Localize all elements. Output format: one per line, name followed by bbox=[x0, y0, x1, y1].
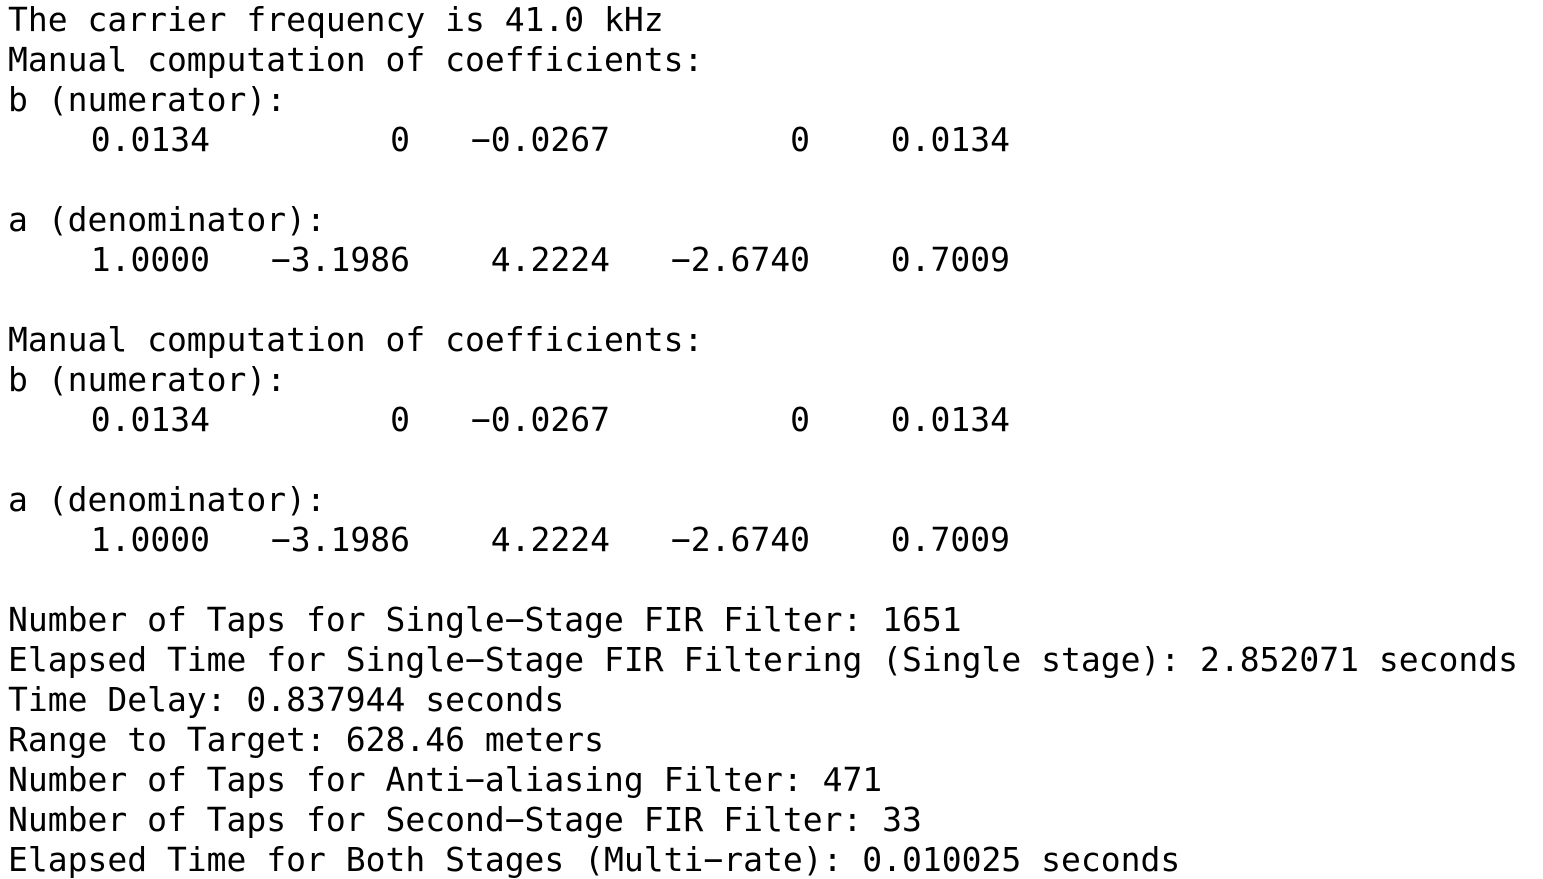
coefficient-value: 0 bbox=[390, 120, 410, 159]
coefficient-value: 0 bbox=[790, 400, 810, 439]
coefficient-value: 0 bbox=[790, 120, 810, 159]
multi-rate-elapsed-line: Elapsed Time for Both Stages (Multi−rate… bbox=[8, 840, 1181, 879]
coefficients-heading: Manual computation of coefficients: bbox=[8, 320, 704, 359]
range-to-target-line: Range to Target: 628.46 meters bbox=[8, 720, 605, 759]
blank-line bbox=[8, 160, 1543, 200]
numerator-label: b (numerator): bbox=[8, 80, 287, 119]
coefficient-value: −2.6740 bbox=[670, 240, 810, 279]
time-delay-line: Time Delay: 0.837944 seconds bbox=[8, 680, 565, 719]
coefficient-value: 0.7009 bbox=[890, 520, 1010, 559]
blank-line bbox=[8, 560, 1543, 600]
coefficient-value: −3.1986 bbox=[270, 240, 410, 279]
denominator-values-row: 1.0000 −3.1986 4.2224 −2.6740 0.7009 bbox=[8, 520, 1543, 560]
denominator-values-row: 1.0000 −3.1986 4.2224 −2.6740 0.7009 bbox=[8, 240, 1543, 280]
coefficient-value: 0.7009 bbox=[890, 240, 1010, 279]
coefficient-value: −2.6740 bbox=[670, 520, 810, 559]
denominator-label: a (denominator): bbox=[8, 200, 326, 239]
coefficient-value: 4.2224 bbox=[490, 240, 610, 279]
coefficient-value: 0.0134 bbox=[890, 400, 1010, 439]
coefficient-value: −3.1986 bbox=[270, 520, 410, 559]
coefficient-value: −0.0267 bbox=[470, 400, 610, 439]
coefficient-value: 0 bbox=[390, 400, 410, 439]
carrier-frequency-line: The carrier frequency is 41.0 kHz bbox=[8, 0, 664, 39]
coefficient-value: −0.0267 bbox=[470, 120, 610, 159]
coefficient-value: 1.0000 bbox=[90, 520, 210, 559]
denominator-label: a (denominator): bbox=[8, 480, 326, 519]
coefficient-value: 4.2224 bbox=[490, 520, 610, 559]
blank-line bbox=[8, 280, 1543, 320]
anti-aliasing-taps-line: Number of Taps for Anti−aliasing Filter:… bbox=[8, 760, 883, 799]
coefficients-heading: Manual computation of coefficients: bbox=[8, 40, 704, 79]
numerator-values-row: 0.0134 0 −0.0267 0 0.0134 bbox=[8, 120, 1543, 160]
numerator-label: b (numerator): bbox=[8, 360, 287, 399]
coefficient-value: 1.0000 bbox=[90, 240, 210, 279]
coefficient-value: 0.0134 bbox=[90, 400, 210, 439]
second-stage-taps-line: Number of Taps for Second−Stage FIR Filt… bbox=[8, 800, 922, 839]
coefficient-value: 0.0134 bbox=[90, 120, 210, 159]
coefficient-value: 0.0134 bbox=[890, 120, 1010, 159]
blank-line bbox=[8, 440, 1543, 480]
numerator-values-row: 0.0134 0 −0.0267 0 0.0134 bbox=[8, 400, 1543, 440]
single-stage-elapsed-line: Elapsed Time for Single−Stage FIR Filter… bbox=[8, 640, 1518, 679]
single-stage-taps-line: Number of Taps for Single−Stage FIR Filt… bbox=[8, 600, 962, 639]
